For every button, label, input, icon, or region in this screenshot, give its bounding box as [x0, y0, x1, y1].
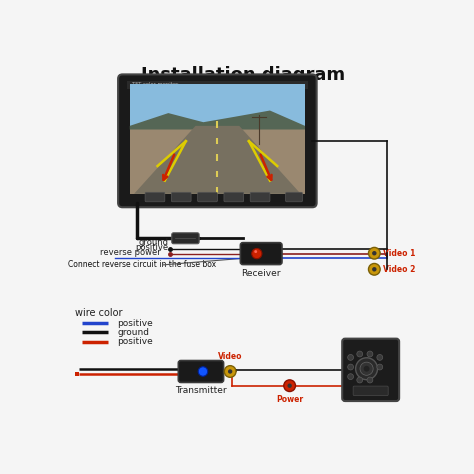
Text: reverse power: reverse power — [100, 248, 161, 257]
FancyBboxPatch shape — [250, 192, 270, 202]
Text: Transmitter: Transmitter — [175, 386, 227, 395]
Circle shape — [347, 364, 354, 370]
Polygon shape — [130, 126, 305, 194]
Text: Receiver: Receiver — [241, 269, 281, 278]
FancyBboxPatch shape — [127, 81, 308, 89]
Text: Video: Video — [218, 352, 242, 361]
FancyBboxPatch shape — [240, 243, 282, 264]
FancyBboxPatch shape — [130, 84, 305, 126]
Circle shape — [357, 377, 363, 383]
Circle shape — [357, 351, 363, 357]
FancyBboxPatch shape — [130, 84, 305, 194]
FancyBboxPatch shape — [145, 192, 165, 202]
Text: TFT color monitor: TFT color monitor — [132, 82, 178, 88]
FancyBboxPatch shape — [172, 233, 199, 244]
Text: Connect reverse circuit in the fuse box: Connect reverse circuit in the fuse box — [68, 260, 216, 269]
Circle shape — [368, 264, 380, 275]
Text: Installation diagram: Installation diagram — [141, 66, 345, 84]
Circle shape — [360, 362, 373, 375]
Circle shape — [254, 250, 257, 253]
FancyBboxPatch shape — [342, 338, 399, 401]
Circle shape — [377, 355, 383, 360]
FancyBboxPatch shape — [224, 192, 244, 202]
Circle shape — [364, 366, 370, 372]
Circle shape — [372, 251, 376, 255]
Circle shape — [368, 247, 380, 259]
Circle shape — [287, 383, 292, 388]
Circle shape — [356, 358, 377, 380]
FancyBboxPatch shape — [178, 361, 224, 383]
FancyBboxPatch shape — [286, 192, 302, 202]
Text: Power: Power — [276, 395, 303, 404]
Circle shape — [252, 248, 262, 259]
FancyBboxPatch shape — [353, 386, 388, 396]
Circle shape — [224, 365, 236, 377]
Text: Video 1: Video 1 — [383, 249, 415, 258]
Polygon shape — [134, 126, 301, 194]
FancyBboxPatch shape — [75, 372, 80, 376]
Circle shape — [367, 377, 373, 383]
Polygon shape — [130, 110, 305, 129]
Circle shape — [284, 380, 295, 392]
FancyBboxPatch shape — [172, 192, 191, 202]
Text: positive: positive — [117, 319, 153, 328]
Circle shape — [367, 351, 373, 357]
FancyBboxPatch shape — [118, 74, 317, 207]
Text: positive: positive — [117, 337, 153, 346]
Circle shape — [372, 267, 376, 272]
Circle shape — [347, 355, 354, 360]
Text: wire color: wire color — [75, 308, 123, 318]
FancyBboxPatch shape — [198, 192, 218, 202]
Text: Video 2: Video 2 — [383, 265, 415, 274]
Circle shape — [347, 374, 354, 380]
Circle shape — [228, 369, 232, 374]
Text: ground: ground — [117, 328, 149, 337]
Circle shape — [198, 367, 208, 376]
Circle shape — [377, 364, 383, 370]
Text: ground: ground — [138, 238, 168, 247]
Text: positive: positive — [135, 243, 168, 252]
